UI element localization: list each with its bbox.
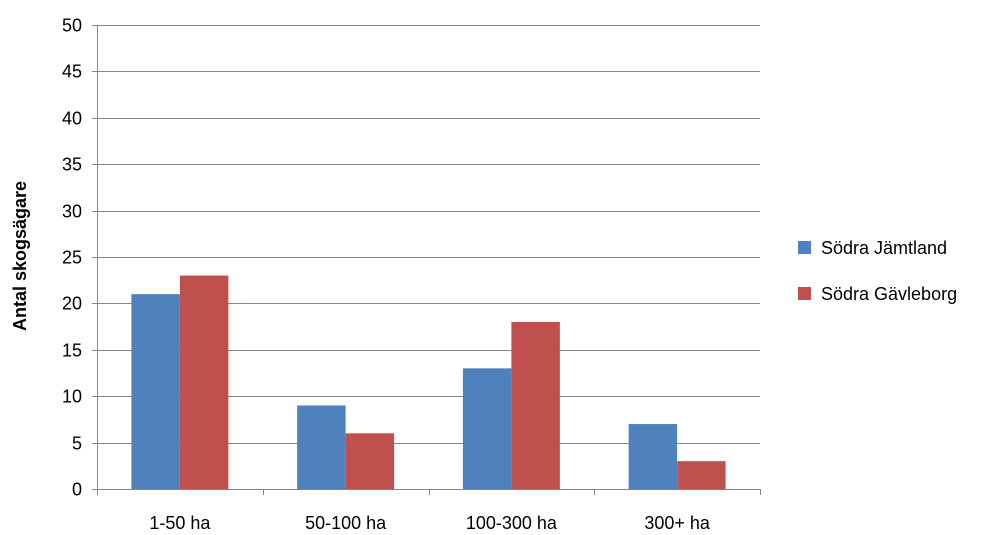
legend-swatch (798, 241, 811, 254)
x-tick-label: 300+ ha (644, 513, 711, 533)
bar-s-dra-g-vleborg-3 (677, 461, 725, 489)
legend-label: Södra Gävleborg (821, 284, 957, 304)
legend-label: Södra Jämtland (821, 238, 947, 258)
y-tick-label: 40 (62, 109, 82, 129)
y-tick-label: 0 (72, 480, 82, 500)
bar-s-dra-g-vleborg-1 (346, 433, 394, 489)
y-tick-label: 20 (62, 294, 82, 314)
y-axis-title: Antal skogsägare (10, 181, 30, 331)
y-tick-label: 5 (72, 434, 82, 454)
x-tick-label: 1-50 ha (149, 513, 211, 533)
bar-s-dra-j-mtland-2 (463, 368, 511, 489)
x-tick-label: 100-300 ha (466, 513, 558, 533)
y-tick-label: 50 (62, 16, 82, 36)
bars (131, 276, 725, 489)
y-tick-label: 45 (62, 62, 82, 82)
y-tick-label: 30 (62, 202, 82, 222)
y-tick-label: 35 (62, 155, 82, 175)
bar-s-dra-g-vleborg-0 (180, 276, 228, 489)
bar-s-dra-j-mtland-0 (131, 294, 179, 489)
bar-s-dra-j-mtland-1 (297, 405, 345, 489)
y-tick-label: 10 (62, 387, 82, 407)
y-tick-label: 25 (62, 248, 82, 268)
x-tick-label: 50-100 ha (305, 513, 387, 533)
legend-swatch (798, 287, 811, 300)
bar-s-dra-g-vleborg-2 (511, 322, 559, 489)
y-tick-label: 15 (62, 341, 82, 361)
legend: Södra Jämtland Södra Gävleborg (798, 238, 957, 304)
bar-s-dra-j-mtland-3 (629, 424, 677, 489)
